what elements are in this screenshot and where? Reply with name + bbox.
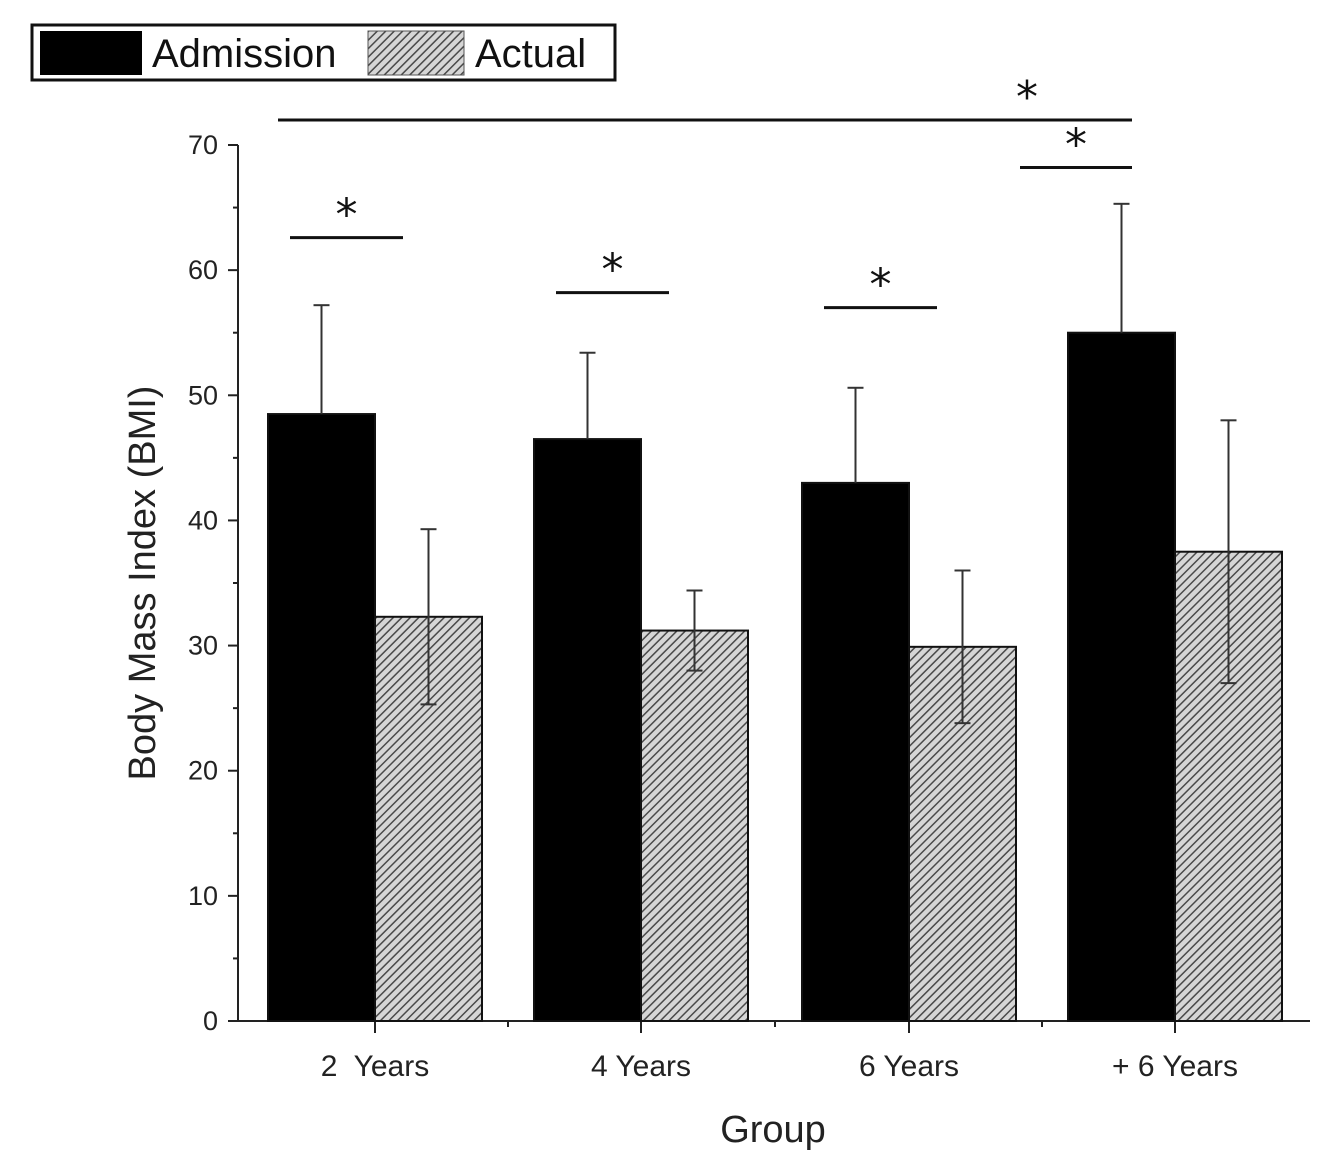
significance-star: * bbox=[336, 190, 358, 241]
legend-label-admission: Admission bbox=[152, 32, 337, 76]
significance-star: * bbox=[1016, 72, 1038, 123]
y-tick-label: 70 bbox=[188, 130, 218, 160]
y-tick-label: 60 bbox=[188, 255, 218, 285]
x-tick-label: 2 Years bbox=[321, 1050, 429, 1083]
y-tick-label: 20 bbox=[188, 756, 218, 786]
legend: Admission Actual bbox=[30, 23, 617, 82]
bar-admission bbox=[1067, 331, 1176, 1022]
bars bbox=[267, 331, 1283, 1023]
bar-admission bbox=[533, 438, 642, 1023]
y-tick-label: 10 bbox=[188, 881, 218, 911]
bar-admission bbox=[267, 413, 376, 1022]
bar-actual bbox=[640, 629, 749, 1022]
x-tick-label: 6 Years bbox=[859, 1050, 959, 1083]
legend-label-actual: Actual bbox=[475, 32, 586, 76]
y-axis-ticks: 0 10 20 30 40 50 60 70 bbox=[188, 130, 238, 1036]
y-tick-label: 0 bbox=[203, 1006, 218, 1036]
y-tick-label: 50 bbox=[188, 380, 218, 410]
x-tick-label: + 6 Years bbox=[1112, 1050, 1238, 1083]
y-axis-title: Body Mass Index (BMI) bbox=[122, 386, 164, 781]
significance-markers: * * * * * bbox=[278, 72, 1132, 311]
legend-swatch-admission bbox=[40, 31, 142, 75]
significance-star: * bbox=[1065, 120, 1087, 171]
x-tick-label: 4 Years bbox=[591, 1050, 691, 1083]
x-axis-ticks: 2 Years 4 Years 6 Years + 6 Years bbox=[321, 1021, 1238, 1083]
y-tick-label: 40 bbox=[188, 505, 218, 535]
significance-star: * bbox=[870, 260, 892, 311]
y-tick-label: 30 bbox=[188, 631, 218, 661]
x-axis-title: Group bbox=[720, 1109, 826, 1151]
error-bars bbox=[313, 202, 1237, 725]
bar-admission bbox=[801, 481, 910, 1022]
significance-star: * bbox=[602, 245, 624, 296]
legend-swatch-actual bbox=[367, 30, 465, 76]
